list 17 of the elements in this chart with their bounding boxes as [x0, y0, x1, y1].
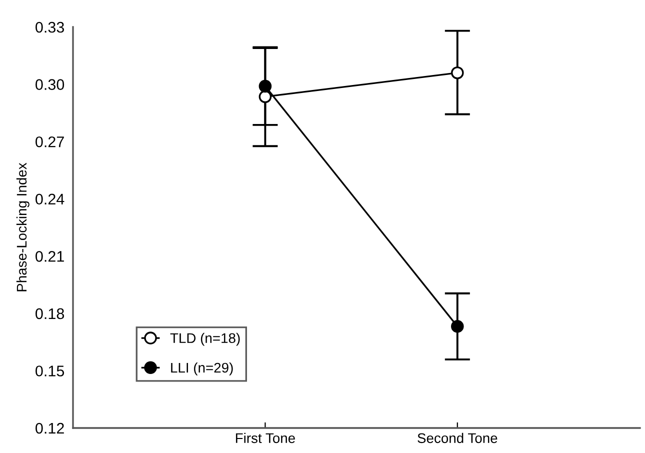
y-axis-title: Phase-Locking Index — [16, 162, 30, 292]
y-tick-label: 0.30 — [36, 79, 64, 90]
y-tick-label: 0.27 — [36, 136, 64, 148]
y-tick-label: 0.15 — [36, 366, 64, 376]
point — [451, 66, 464, 80]
point — [451, 320, 464, 333]
point — [258, 90, 272, 104]
point — [258, 80, 272, 93]
y-tick-label: 0.18 — [36, 308, 64, 320]
x-tick-label: First Tone — [236, 432, 295, 444]
y-tick-label: 0.21 — [36, 251, 64, 262]
legend-label: TLD (n=18) — [170, 332, 240, 346]
y-tick-label: 0.12 — [36, 422, 64, 434]
y-tick-label: 0.24 — [36, 194, 64, 205]
x-tick-label: Second Tone — [418, 432, 498, 444]
legend-label: LLI (n=29) — [171, 362, 233, 376]
y-tick-label: 0.33 — [36, 22, 64, 33]
